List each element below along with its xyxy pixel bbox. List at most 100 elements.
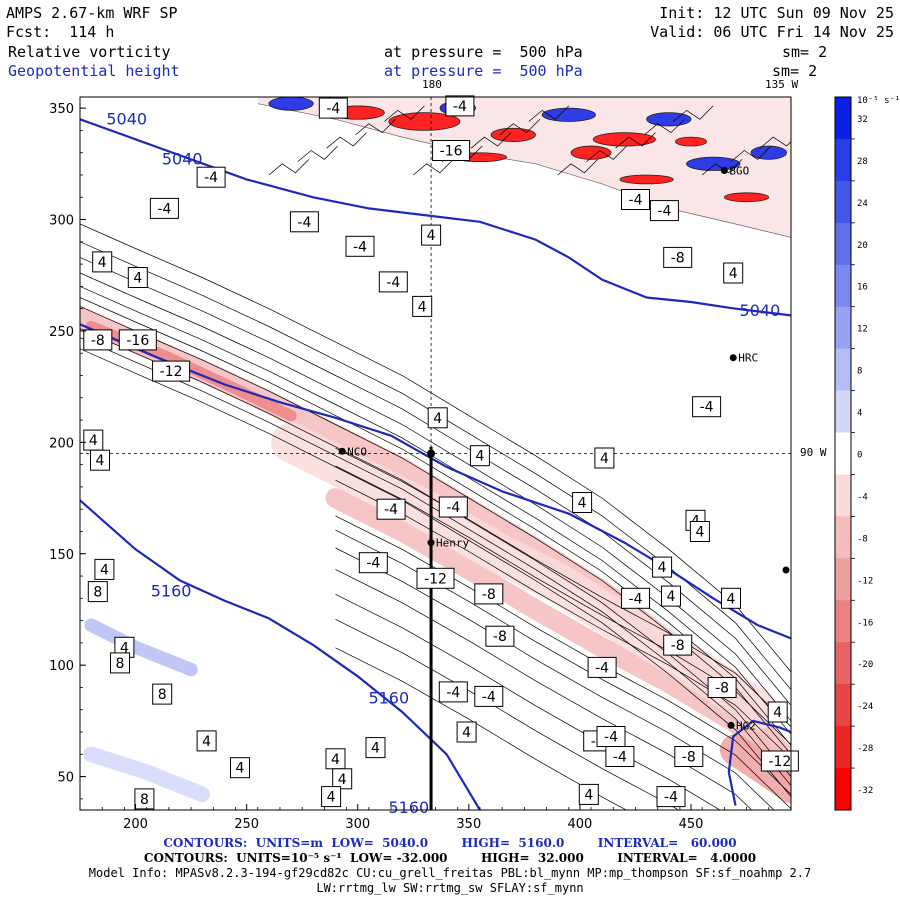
contour-label: -4 — [157, 201, 171, 217]
contour-label: -12 — [768, 754, 791, 770]
colorbar-label: -28 — [857, 744, 873, 754]
colorbar-label: 0 — [857, 451, 862, 461]
contour-label: 4 — [236, 761, 245, 777]
contour-label: 4 — [371, 741, 380, 757]
contour-label-box — [469, 445, 490, 467]
contour-label: -16 — [126, 333, 149, 349]
contour-label: -4 — [613, 750, 627, 766]
contour-label-box — [605, 746, 635, 767]
contour-label-box — [127, 267, 148, 288]
colorbar-segment — [835, 348, 851, 391]
colorbar-segment — [835, 768, 851, 811]
x-tick-label: 250 — [234, 817, 259, 832]
contour-label: -4 — [384, 502, 398, 518]
station-marker — [720, 167, 728, 175]
contour-label: 4 — [338, 772, 347, 788]
contour-label-box — [345, 235, 375, 257]
contour-label-box — [152, 360, 191, 382]
contour-label-box — [656, 786, 686, 808]
x-tick-label: 300 — [345, 817, 370, 832]
vorticity-contour — [80, 348, 791, 797]
height-contour-5040 — [80, 118, 791, 317]
contour-label: -8 — [682, 750, 696, 766]
contour-label-box — [474, 583, 504, 605]
vorticity-contour — [335, 618, 680, 810]
contour-label: -16 — [440, 144, 463, 160]
contour-label: 4 — [729, 266, 738, 282]
height-contour-5040 — [80, 323, 791, 640]
contour-label: -8 — [493, 629, 507, 645]
contour-label: -4 — [366, 556, 380, 572]
vorticity-contour — [335, 593, 721, 810]
contour-label: -12 — [424, 571, 447, 587]
colorbar-label: 28 — [857, 157, 868, 167]
station-marker — [427, 539, 435, 547]
vorticity-band-6 — [83, 746, 210, 803]
contour-label: 8 — [116, 656, 125, 672]
contour-label: -8 — [671, 250, 685, 266]
vorticity-core — [570, 145, 612, 160]
contour-label: 4 — [327, 790, 336, 806]
station-label: NCO — [347, 445, 367, 458]
y-tick-label: 200 — [49, 436, 74, 451]
contour-label-box — [438, 496, 468, 518]
footer-physics-info: LW:rrtmg_lw SW:rrtmg_sw SFLAY:sf_mynn — [316, 881, 584, 895]
colorbar-segment — [835, 432, 851, 475]
contour-label: -4 — [446, 500, 460, 516]
contour-label: -8 — [482, 587, 496, 603]
contour-label: -4 — [386, 275, 400, 291]
contour-label-box — [94, 558, 115, 580]
height-label: 5040 — [162, 149, 203, 168]
colorbar-segment — [835, 726, 851, 769]
pole-marker — [427, 449, 436, 458]
contour-label-box — [92, 251, 113, 273]
contour-label-box — [149, 197, 179, 219]
lon-label-180: 180 — [422, 78, 442, 91]
vorticity-contour — [499, 119, 541, 136]
vorticity-contour — [335, 647, 628, 810]
contour-label: 4 — [100, 562, 109, 578]
station-label: HRC — [738, 352, 758, 365]
contour-label: 4 — [462, 725, 471, 741]
vorticity-contour — [335, 569, 753, 810]
contour-label: -4 — [604, 730, 618, 746]
contour-label-box — [289, 211, 319, 233]
contour-label-box — [376, 498, 406, 520]
contour-label: -4 — [700, 400, 714, 416]
contour-label-box — [412, 295, 433, 317]
colorbar-label: -4 — [857, 492, 868, 502]
vorticity-contour — [80, 272, 791, 722]
y-tick-label: 250 — [49, 325, 74, 340]
contour-label: 4 — [98, 255, 107, 271]
colorbar-label: -24 — [857, 702, 873, 712]
contour-label-box — [196, 166, 226, 188]
model-title: AMPS 2.67-km WRF SP — [6, 4, 178, 22]
contour-label: 4 — [427, 228, 436, 244]
contour-label-box — [110, 652, 130, 674]
vorticity-core — [541, 107, 596, 122]
colorbar-segment — [835, 684, 851, 727]
contour-label: 4 — [96, 453, 105, 469]
colorbar-label: 16 — [857, 283, 868, 293]
contour-label-box — [196, 730, 217, 752]
contour-label-box — [485, 625, 515, 647]
colorbar-segment — [835, 600, 851, 643]
vorticity-contour — [335, 529, 791, 809]
contour-label: 4 — [418, 299, 427, 315]
field1-name: Relative vorticity — [8, 43, 171, 61]
field2-smoothing: sm= 2 — [772, 62, 818, 80]
colorbar-label: 24 — [857, 199, 868, 209]
vorticity-contour — [759, 136, 791, 149]
vorticity-core — [490, 127, 536, 142]
contour-label-box — [318, 97, 348, 119]
vorticity-contour — [470, 132, 512, 149]
contour-label-box — [445, 95, 475, 117]
vorticity-contour — [335, 479, 791, 760]
init-time: Init: 12 UTC Sun 09 Nov 25 — [659, 4, 894, 22]
contour-label-box — [621, 189, 650, 210]
contour-label-box — [707, 677, 737, 698]
contour-label-box — [134, 788, 155, 810]
contour-label-box — [760, 750, 799, 772]
vorticity-contour — [615, 132, 656, 149]
contour-label-box — [365, 737, 386, 759]
